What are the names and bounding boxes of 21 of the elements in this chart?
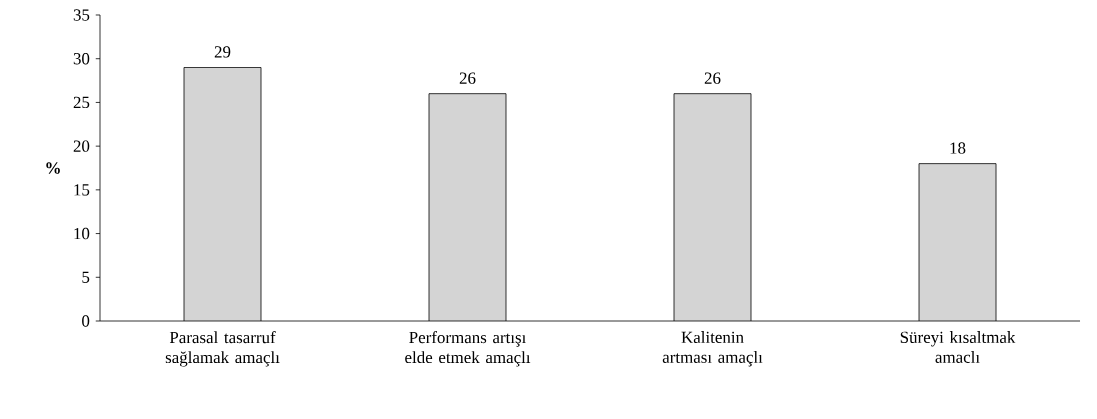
y-tick-label: 10 xyxy=(74,227,90,240)
bar xyxy=(918,163,997,321)
y-axis-title: % xyxy=(46,162,60,174)
bar xyxy=(184,67,262,321)
y-tick-label: 25 xyxy=(73,96,90,109)
x-tick-label: Performans artışı elde etmek amaçlı xyxy=(405,331,531,367)
x-tick-label: Kalitenin artması amaçlı xyxy=(662,331,763,367)
data-label: 29 xyxy=(214,46,231,58)
data-label: 18 xyxy=(950,142,966,154)
y-tick-label: 30 xyxy=(73,52,90,65)
bar xyxy=(674,93,752,321)
y-tick-label: 15 xyxy=(74,184,90,196)
x-tick-label: Parasal tasarruf sağlamak amaçlı xyxy=(165,331,280,367)
bar xyxy=(429,93,507,321)
x-tick-label: Süreyi kısaltmak amaclı xyxy=(900,331,1016,363)
y-tick-label: 5 xyxy=(82,271,90,283)
y-tick-label: 0 xyxy=(82,315,90,327)
y-tick-label: 35 xyxy=(73,9,90,21)
y-tick-label: 20 xyxy=(73,140,90,152)
data-label: 26 xyxy=(459,72,476,84)
data-label: 26 xyxy=(704,72,721,84)
